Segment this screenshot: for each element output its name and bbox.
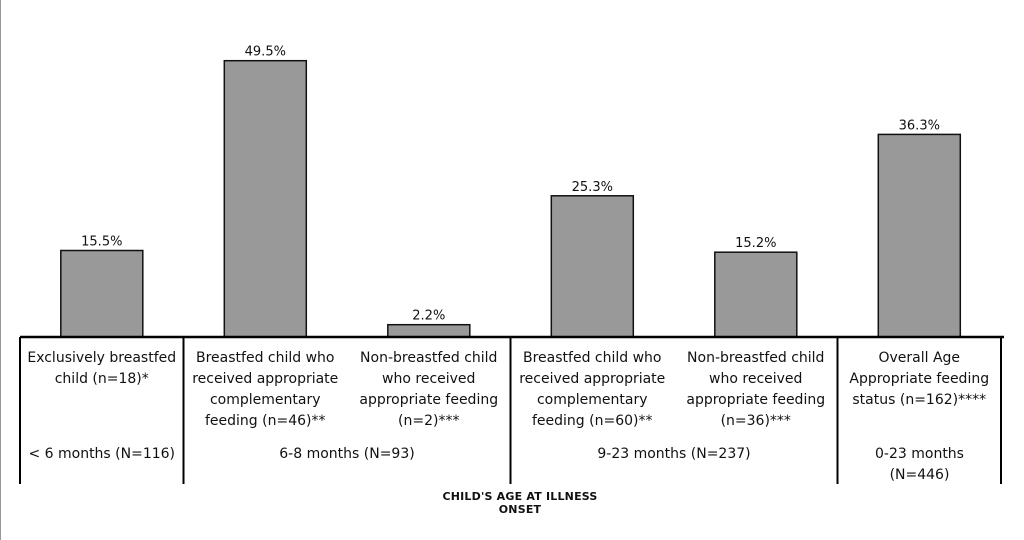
data-label-6: 36.3% [899, 118, 940, 133]
bar-3 [387, 323, 471, 338]
bar-6 [877, 133, 962, 338]
category-label-3: Non-breastfed child who received appropria… [359, 350, 499, 429]
bar-2 [223, 59, 308, 338]
x-axis-label: CHILD'S AGE AT ILLNESS ONSET [442, 490, 598, 516]
bar-5 [714, 251, 798, 338]
group-label-2: 6-8 months (N=93) [279, 446, 415, 462]
category-label-2: Breastfed child who received appropriate c… [192, 350, 339, 429]
group-label-1: < 6 months (N=116) [28, 446, 176, 462]
data-label-2: 49.5% [245, 45, 286, 60]
category-label-5: Non-breastfed child who received appropria… [686, 350, 826, 429]
data-label-5: 15.2% [735, 236, 776, 251]
data-label-3: 2.2% [412, 309, 445, 324]
group-label-4: 0-23 months (N=446) [875, 446, 964, 483]
page-left-border [0, 0, 1, 540]
category-label-6: Overall Age Appropriate feeding status (n=… [849, 350, 990, 408]
data-label-1: 15.5% [81, 235, 122, 250]
bar-4 [550, 195, 635, 338]
data-label-4: 25.3% [572, 180, 613, 195]
category-label-4: Breastfed child who received appropriate c… [519, 350, 666, 429]
group-label-3: 9-23 months (N=237) [597, 446, 751, 462]
category-label-1: Exclusively breastfed child (n=18)* [27, 350, 177, 387]
bar-1 [60, 249, 144, 338]
